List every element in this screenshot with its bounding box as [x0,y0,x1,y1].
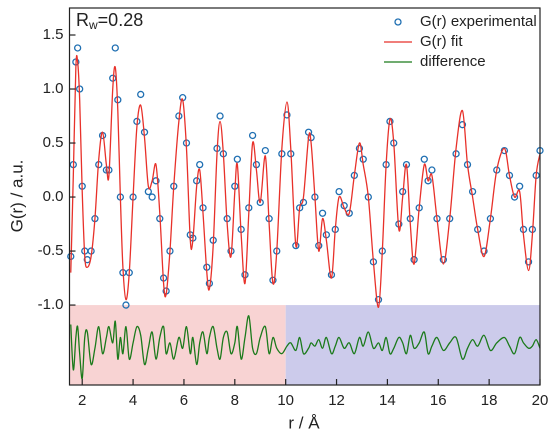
data-point [73,44,82,52]
data-point [428,166,436,174]
data-point [196,160,204,169]
data-point [233,155,242,163]
legend-label: G(r) experimental [420,13,537,30]
y-axis-label: G(r) / a.u. [7,160,26,233]
data-point [318,209,327,217]
y-tick-label: 0.5 [43,134,64,151]
data-point [248,131,257,140]
data-point [439,256,448,264]
data-point [283,111,291,119]
data-point [420,155,428,163]
x-tick-label: 14 [379,392,396,409]
data-point [524,258,533,266]
data-point [241,271,249,279]
data-point [374,296,383,304]
legend-label: difference [420,53,486,70]
data-point [355,144,364,153]
legend-symbol [394,18,402,26]
x-tick-label: 8 [231,392,239,409]
data-point [144,187,152,196]
x-tick-label: 18 [481,392,498,409]
legend-label: G(r) fit [420,33,463,50]
plot-area [67,44,544,380]
data-point [335,187,343,196]
x-tick-label: 20 [532,392,549,409]
annotation-suffix: =0.28 [98,10,144,30]
data-point [500,146,509,155]
y-tick-label: -1.0 [38,296,64,313]
data-point [424,177,432,185]
x-tick-label: 6 [180,392,188,409]
data-point [516,182,524,190]
data-point [152,177,160,185]
y-tick-label: 1.5 [43,26,64,43]
annotation: Rw=0.28 [76,10,143,32]
data-point [216,112,224,120]
x-axis-label: r / Å [288,413,320,432]
data-point [137,90,145,99]
y-tick-label: 1.0 [43,80,64,97]
series-line [70,54,541,308]
x-tick-label: 16 [430,392,447,409]
x-tick-label: 2 [78,392,86,409]
annotation-main: R [76,10,89,30]
data-point [122,301,130,309]
x-tick-label: 12 [328,392,345,409]
x-tick-label: 10 [277,392,294,409]
x-tick-label: 4 [129,392,137,409]
y-tick-label: 0.0 [43,188,64,205]
data-point [261,146,269,155]
data-point [148,193,156,201]
annotation-subscript: w [88,18,98,32]
data-point [510,193,519,201]
data-point [111,44,119,52]
y-tick-label: -0.5 [38,242,64,259]
series-line [70,315,541,380]
